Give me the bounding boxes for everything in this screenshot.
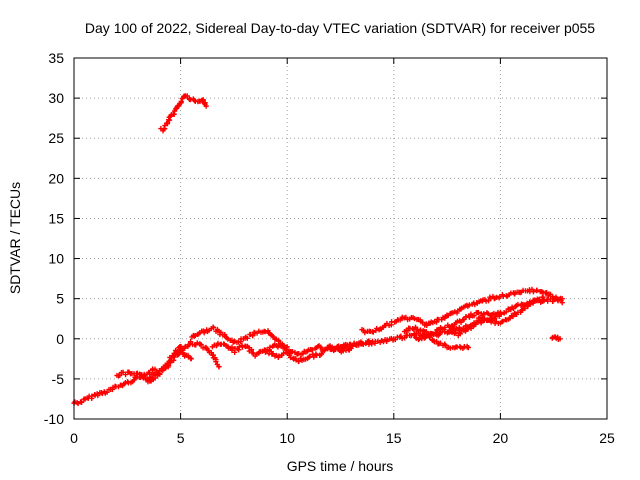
data-point: [541, 297, 547, 303]
data-point: [188, 356, 194, 362]
data-point: [433, 319, 440, 325]
data-point: [152, 366, 158, 372]
x-axis-label: GPS time / hours: [287, 458, 394, 474]
data-point: [536, 296, 542, 302]
data-point: [415, 336, 422, 343]
data-point: [250, 333, 256, 339]
data-point: [177, 348, 183, 355]
plot-frame: [73, 57, 608, 420]
data-point: [157, 371, 163, 377]
data-point: [503, 309, 509, 315]
y-axis-label: SDTVAR / TECUs: [7, 182, 23, 294]
data-point: [216, 364, 222, 370]
data-point: [318, 351, 325, 357]
data-point: [218, 329, 224, 335]
data-point: [420, 319, 426, 326]
data-point: [250, 350, 256, 356]
y-tick-label: 30: [48, 90, 64, 106]
y-tick-label: 0: [56, 331, 64, 347]
data-point: [408, 332, 415, 339]
data-point: [465, 345, 472, 351]
x-tick-label: 15: [386, 430, 402, 446]
data-point: [262, 329, 268, 335]
data-point: [201, 330, 207, 336]
data-point: [458, 319, 464, 326]
data-point: [458, 306, 464, 312]
data-point: [198, 342, 204, 348]
data-point: [79, 399, 85, 405]
data-point: [74, 399, 80, 406]
data-point: [213, 359, 219, 365]
data-point: [430, 331, 436, 337]
data-point: [559, 296, 565, 302]
data-point: [360, 341, 366, 348]
chart-title: Day 100 of 2022, Sidereal Day-to-day VTE…: [85, 20, 595, 36]
data-point: [95, 392, 101, 399]
data-point: [534, 287, 540, 293]
x-tick-label: 10: [279, 430, 295, 446]
data-point: [244, 335, 250, 341]
data-point: [466, 314, 473, 320]
data-point: [156, 370, 162, 376]
y-tick-label: 5: [56, 291, 64, 307]
axis-ticks: 0 5 10 15 20 25 -10 -5 0 5 10 15 20 25 30 35: [44, 50, 615, 446]
data-point: [176, 349, 182, 356]
data-point: [471, 313, 477, 319]
data-point: [475, 309, 482, 316]
data-point: [229, 347, 235, 353]
x-tick-label: 5: [177, 430, 185, 446]
data-point: [287, 351, 293, 357]
data-point: [178, 98, 184, 105]
data-point: [117, 372, 123, 379]
data-point: [417, 327, 424, 333]
data-point: [267, 344, 273, 350]
y-tick-label: 35: [48, 50, 64, 66]
data-point: [307, 353, 313, 359]
data-point: [466, 302, 472, 308]
grid: [74, 58, 607, 419]
x-tick-label: 20: [493, 430, 509, 446]
data-point: [497, 309, 503, 315]
data-point: [215, 328, 221, 334]
y-tick-label: -5: [52, 371, 65, 387]
y-tick-label: 20: [48, 170, 64, 186]
data-point: [104, 389, 110, 395]
data-point: [200, 97, 206, 103]
data-point: [187, 339, 194, 345]
data-point: [311, 354, 317, 360]
data-point: [499, 319, 505, 325]
y-tick-label: 25: [48, 130, 64, 146]
data-point: [331, 345, 338, 351]
x-tick-label: 0: [70, 430, 78, 446]
data-point: [510, 313, 516, 320]
data-point: [422, 334, 428, 341]
data-point: [203, 103, 209, 109]
y-tick-label: -10: [44, 411, 64, 427]
y-tick-label: 15: [48, 210, 64, 226]
data-point: [457, 331, 463, 337]
data-point: [540, 294, 546, 300]
data-point: [530, 289, 537, 295]
data-points: [71, 93, 565, 407]
data-point: [461, 316, 467, 323]
data-point: [309, 347, 316, 353]
data-point: [165, 363, 172, 369]
x-tick-label: 25: [599, 430, 615, 446]
data-point: [164, 121, 171, 127]
data-point: [557, 336, 563, 342]
data-point: [210, 325, 217, 331]
data-point: [489, 317, 496, 324]
data-point: [296, 358, 302, 364]
y-tick-label: 10: [48, 251, 64, 267]
data-point: [442, 324, 448, 331]
data-point: [522, 305, 528, 312]
data-point: [545, 298, 551, 304]
data-point: [362, 330, 368, 336]
data-point: [89, 393, 95, 399]
data-point: [500, 318, 506, 324]
